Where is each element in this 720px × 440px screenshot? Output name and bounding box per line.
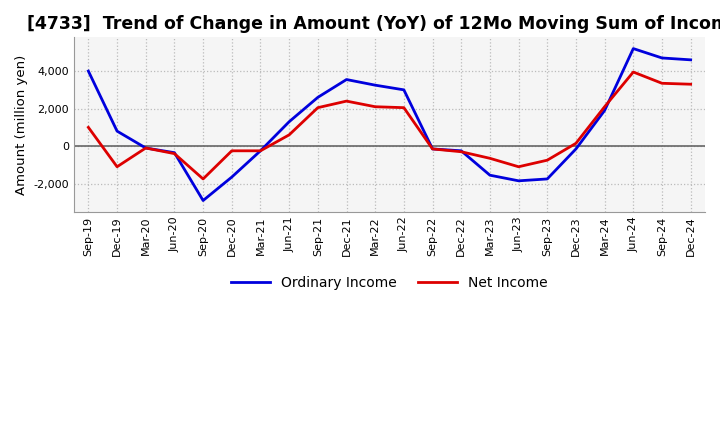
Ordinary Income xyxy=(572,146,580,151)
Net Income xyxy=(657,81,666,86)
Ordinary Income xyxy=(199,198,207,203)
Ordinary Income xyxy=(514,178,523,183)
Ordinary Income xyxy=(686,57,695,62)
Ordinary Income xyxy=(457,148,466,154)
Ordinary Income xyxy=(170,150,179,155)
Line: Ordinary Income: Ordinary Income xyxy=(89,48,690,201)
Ordinary Income xyxy=(342,77,351,82)
Net Income xyxy=(485,156,494,161)
Net Income xyxy=(141,145,150,150)
Net Income xyxy=(113,164,122,169)
Ordinary Income xyxy=(285,119,294,125)
Line: Net Income: Net Income xyxy=(89,72,690,179)
Net Income xyxy=(600,104,609,110)
Net Income xyxy=(543,158,552,163)
Ordinary Income xyxy=(371,83,379,88)
Ordinary Income xyxy=(84,69,93,74)
Ordinary Income xyxy=(485,172,494,178)
Net Income xyxy=(400,105,408,110)
Net Income xyxy=(228,148,236,154)
Net Income xyxy=(342,99,351,104)
Net Income xyxy=(313,105,322,110)
Ordinary Income xyxy=(600,108,609,113)
Net Income xyxy=(371,104,379,110)
Net Income xyxy=(457,149,466,154)
Ordinary Income xyxy=(313,95,322,100)
Ordinary Income xyxy=(428,146,437,151)
Net Income xyxy=(199,176,207,182)
Title: [4733]  Trend of Change in Amount (YoY) of 12Mo Moving Sum of Incomes: [4733] Trend of Change in Amount (YoY) o… xyxy=(27,15,720,33)
Net Income xyxy=(428,146,437,151)
Legend: Ordinary Income, Net Income: Ordinary Income, Net Income xyxy=(226,271,553,296)
Net Income xyxy=(84,125,93,130)
Ordinary Income xyxy=(256,148,265,154)
Net Income xyxy=(686,81,695,87)
Net Income xyxy=(629,70,638,75)
Y-axis label: Amount (million yen): Amount (million yen) xyxy=(15,55,28,194)
Ordinary Income xyxy=(141,145,150,150)
Ordinary Income xyxy=(400,87,408,92)
Net Income xyxy=(170,151,179,156)
Net Income xyxy=(256,148,265,154)
Ordinary Income xyxy=(113,128,122,134)
Ordinary Income xyxy=(228,174,236,180)
Net Income xyxy=(285,132,294,138)
Net Income xyxy=(572,141,580,146)
Net Income xyxy=(514,164,523,169)
Ordinary Income xyxy=(543,176,552,182)
Ordinary Income xyxy=(657,55,666,61)
Ordinary Income xyxy=(629,46,638,51)
